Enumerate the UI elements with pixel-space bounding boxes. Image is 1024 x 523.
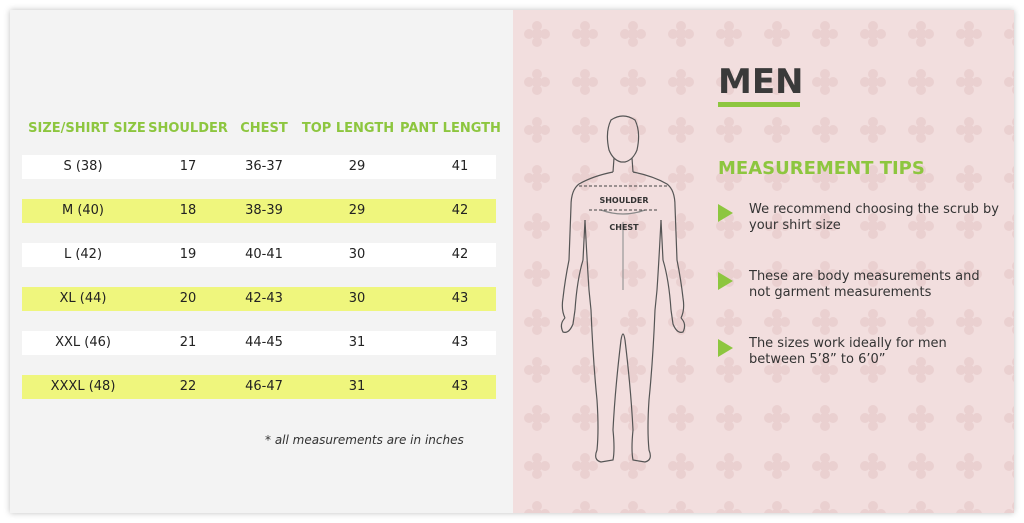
pant-length-cell: 41	[451, 159, 469, 174]
pant-length-cell: 42	[451, 203, 469, 218]
header-chest: CHEST	[240, 121, 288, 136]
top-length-cell: 31	[348, 335, 366, 350]
table-row: XXL (46) 21 44-45 31 43	[22, 331, 496, 355]
men-info-panel: MEN	[513, 10, 1014, 513]
chest-cell: 36-37	[245, 159, 283, 174]
chest-cell: 44-45	[245, 335, 283, 350]
header-size: SIZE/SHIRT SIZE	[28, 121, 146, 136]
top-length-cell: 29	[348, 159, 366, 174]
top-length-cell: 31	[348, 379, 366, 394]
pant-length-cell: 43	[451, 291, 469, 306]
tip-text: The sizes work ideally for men between 5…	[749, 336, 947, 367]
shoulder-cell: 20	[179, 291, 197, 306]
body-outline-figure: SHOULDER CHEST	[560, 115, 686, 463]
shoulder-cell: 18	[179, 203, 197, 218]
size-cell: M (40)	[61, 203, 105, 218]
play-arrow-icon	[718, 339, 733, 357]
cross-pattern-background	[513, 10, 1014, 513]
table-row: XXXL (48) 22 46-47 31 43	[22, 375, 496, 399]
table-row: L (42) 19 40-41 30 42	[22, 243, 496, 267]
table-row: S (38) 17 36-37 29 41	[22, 155, 496, 179]
shoulder-cell: 21	[179, 335, 197, 350]
pant-length-cell: 42	[451, 247, 469, 262]
size-cell: L (42)	[63, 247, 103, 262]
header-pant-length: PANT LENGTH	[400, 121, 501, 136]
table-row: M (40) 18 38-39 29 42	[22, 199, 496, 223]
header-top-length: TOP LENGTH	[301, 121, 395, 136]
chest-cell: 46-47	[245, 379, 283, 394]
size-cell: XXXL (48)	[50, 379, 116, 394]
size-chart-card: SIZE/SHIRT SIZE SHOULDER CHEST TOP LENGT…	[10, 10, 1014, 513]
shoulder-cell: 17	[179, 159, 197, 174]
top-length-cell: 29	[348, 203, 366, 218]
chest-cell: 42-43	[245, 291, 283, 306]
shoulder-cell: 19	[179, 247, 197, 262]
top-length-cell: 30	[348, 291, 366, 306]
header-shoulder: SHOULDER	[148, 121, 228, 136]
measurement-note: * all measurements are in inches	[265, 433, 464, 447]
chest-cell: 40-41	[245, 247, 283, 262]
table-row: XL (44) 20 42-43 30 43	[22, 287, 496, 311]
size-cell: XXL (46)	[55, 335, 111, 350]
tip-text: We recommend choosing the scrub by your …	[749, 202, 999, 233]
pant-length-cell: 43	[451, 335, 469, 350]
title-underline	[718, 102, 800, 107]
chest-figure-label: CHEST	[609, 223, 639, 232]
play-arrow-icon	[718, 204, 733, 222]
pant-length-cell: 43	[451, 379, 469, 394]
top-length-cell: 30	[348, 247, 366, 262]
size-cell: XL (44)	[59, 291, 107, 306]
shoulder-figure-label: SHOULDER	[599, 196, 648, 205]
tips-title: MEASUREMENT TIPS	[718, 158, 925, 179]
size-cell: S (38)	[63, 159, 103, 174]
tip-text: These are body measurements and not garm…	[749, 269, 980, 300]
shoulder-cell: 22	[179, 379, 197, 394]
panel-title: MEN	[718, 62, 804, 102]
play-arrow-icon	[718, 272, 733, 290]
size-table-panel: SIZE/SHIRT SIZE SHOULDER CHEST TOP LENGT…	[10, 10, 513, 513]
chest-cell: 38-39	[245, 203, 283, 218]
